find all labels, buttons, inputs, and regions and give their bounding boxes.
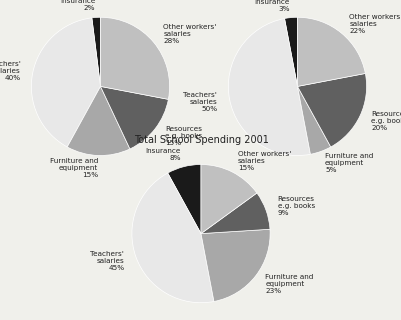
Text: Teachers'
salaries
50%: Teachers' salaries 50% xyxy=(183,92,217,112)
Wedge shape xyxy=(297,86,330,154)
Wedge shape xyxy=(200,229,269,301)
Text: Furniture and
equipment
15%: Furniture and equipment 15% xyxy=(49,158,98,178)
Text: Furniture and
equipment
23%: Furniture and equipment 23% xyxy=(265,274,313,293)
Wedge shape xyxy=(284,17,297,86)
Wedge shape xyxy=(67,86,130,156)
Wedge shape xyxy=(132,173,213,303)
Wedge shape xyxy=(200,193,269,234)
Wedge shape xyxy=(297,17,365,86)
Wedge shape xyxy=(31,18,100,147)
Wedge shape xyxy=(100,17,169,99)
Text: Insurance
8%: Insurance 8% xyxy=(145,148,180,161)
Text: Other workers'
salaries
28%: Other workers' salaries 28% xyxy=(163,24,216,44)
Text: Furniture and
equipment
5%: Furniture and equipment 5% xyxy=(324,153,373,173)
Text: Insurance
3%: Insurance 3% xyxy=(254,0,289,12)
Wedge shape xyxy=(167,164,200,234)
Wedge shape xyxy=(228,19,310,156)
Wedge shape xyxy=(297,74,366,147)
Text: Resources
e.g. books
20%: Resources e.g. books 20% xyxy=(371,111,401,131)
Text: Teachers'
salaries
45%: Teachers' salaries 45% xyxy=(90,251,124,271)
Wedge shape xyxy=(200,164,256,234)
Text: Insurance
2%: Insurance 2% xyxy=(60,0,95,12)
Text: Teachers'
salaries
40%: Teachers' salaries 40% xyxy=(0,61,20,81)
Text: Other workers'
salaries
22%: Other workers' salaries 22% xyxy=(348,13,401,34)
Text: Resources
e.g. books
9%: Resources e.g. books 9% xyxy=(277,196,314,216)
Text: Resources
e.g. books
15%: Resources e.g. books 15% xyxy=(164,126,202,146)
Wedge shape xyxy=(91,17,100,86)
Title: Total School Spending 2001: Total School Spending 2001 xyxy=(133,135,268,145)
Wedge shape xyxy=(100,86,168,149)
Text: Other workers'
salaries
15%: Other workers' salaries 15% xyxy=(237,151,291,171)
